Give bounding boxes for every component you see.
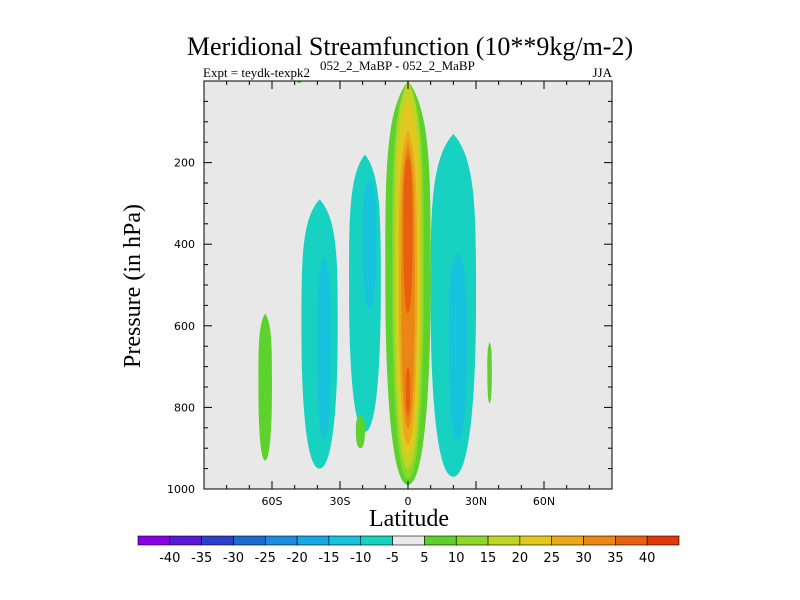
contour-hadley-40-upper bbox=[403, 154, 413, 314]
axis-ticks: 60S 30S 0 30N 60N 200 400 600 800 1000 bbox=[167, 81, 612, 508]
contour-cell-36n bbox=[487, 342, 492, 404]
y-tick-label: 400 bbox=[174, 238, 195, 251]
y-tick-label: 800 bbox=[174, 401, 195, 414]
colorbar-label: -35 bbox=[191, 551, 212, 566]
colorbar-swatch bbox=[233, 535, 266, 546]
colorbar-swatch bbox=[264, 535, 298, 546]
colorbar-swatch bbox=[296, 535, 330, 546]
y-tick-label: 200 bbox=[174, 157, 195, 170]
colorbar-swatch bbox=[583, 535, 616, 546]
colorbar-label: -20 bbox=[287, 551, 308, 566]
chart-subtitle-runs: 052_2_MaBP - 052_2_MaBP bbox=[320, 58, 475, 73]
colorbar-swatch bbox=[646, 535, 680, 546]
colorbar-label: -25 bbox=[255, 551, 276, 566]
contour-cell-20s-patch bbox=[355, 415, 365, 449]
colorbar-swatch bbox=[615, 535, 648, 546]
colorbar-label: 10 bbox=[448, 551, 465, 566]
chart-subtitle-expt: Expt = teydk-texpk2 bbox=[203, 65, 310, 80]
contour-cell-45s-inner bbox=[317, 256, 331, 441]
colorbar-swatch bbox=[424, 535, 457, 546]
colorbar-swatch bbox=[519, 535, 553, 546]
chart-season: JJA bbox=[592, 65, 612, 80]
colorbar-label: -10 bbox=[350, 551, 371, 566]
colorbar-label: -15 bbox=[318, 551, 339, 566]
contour-cell-20n-inner bbox=[448, 252, 467, 441]
colorbar-label: -5 bbox=[386, 551, 399, 566]
colorbar-label: -30 bbox=[223, 551, 244, 566]
y-tick-label: 1000 bbox=[167, 483, 195, 496]
colorbar-swatch bbox=[551, 535, 584, 546]
colorbar-label: 5 bbox=[420, 551, 428, 566]
y-axis-title: Pressure (in hPa) bbox=[120, 204, 146, 368]
contour-hadley-40-lower bbox=[405, 366, 411, 416]
colorbar-label: 15 bbox=[480, 551, 497, 566]
contour-cell-60s bbox=[258, 313, 273, 461]
colorbar-label: 20 bbox=[512, 551, 529, 566]
colorbar-label: 35 bbox=[607, 551, 624, 566]
x-tick-label: 0 bbox=[405, 495, 412, 508]
colorbar-swatch bbox=[169, 535, 202, 546]
colorbar-swatch bbox=[455, 535, 489, 546]
colorbar: -40 -35 -30 -25 -20 -15 -10 -5 5 10 15 20 25 30 35 40 bbox=[137, 535, 680, 566]
colorbar-swatch bbox=[328, 535, 362, 546]
x-axis-title: Latitude bbox=[369, 506, 449, 532]
colorbar-label: 40 bbox=[639, 551, 656, 566]
y-tick-label: 600 bbox=[174, 320, 195, 333]
colorbar-label: 25 bbox=[543, 551, 560, 566]
x-tick-label: 60S bbox=[262, 495, 283, 508]
colorbar-label: -40 bbox=[159, 551, 180, 566]
colorbar-swatch bbox=[392, 535, 425, 546]
contour-fills bbox=[258, 81, 492, 485]
chart-title: Meridional Streamfunction (10**9kg/m-2) bbox=[187, 32, 633, 61]
colorbar-label: 30 bbox=[575, 551, 592, 566]
colorbar-swatch bbox=[137, 535, 171, 546]
x-tick-label: 30S bbox=[330, 495, 351, 508]
x-tick-label: 60N bbox=[533, 495, 555, 508]
colorbar-swatch bbox=[201, 535, 234, 546]
contour-cell-top-tick bbox=[296, 81, 302, 84]
plot-area: 60S 30S 0 30N 60N 200 400 600 800 1000 bbox=[167, 80, 613, 508]
x-tick-label: 30N bbox=[465, 495, 487, 508]
contour-cell-20s-inner bbox=[362, 178, 377, 310]
colorbar-swatch bbox=[360, 535, 393, 546]
colorbar-swatch bbox=[487, 535, 521, 546]
